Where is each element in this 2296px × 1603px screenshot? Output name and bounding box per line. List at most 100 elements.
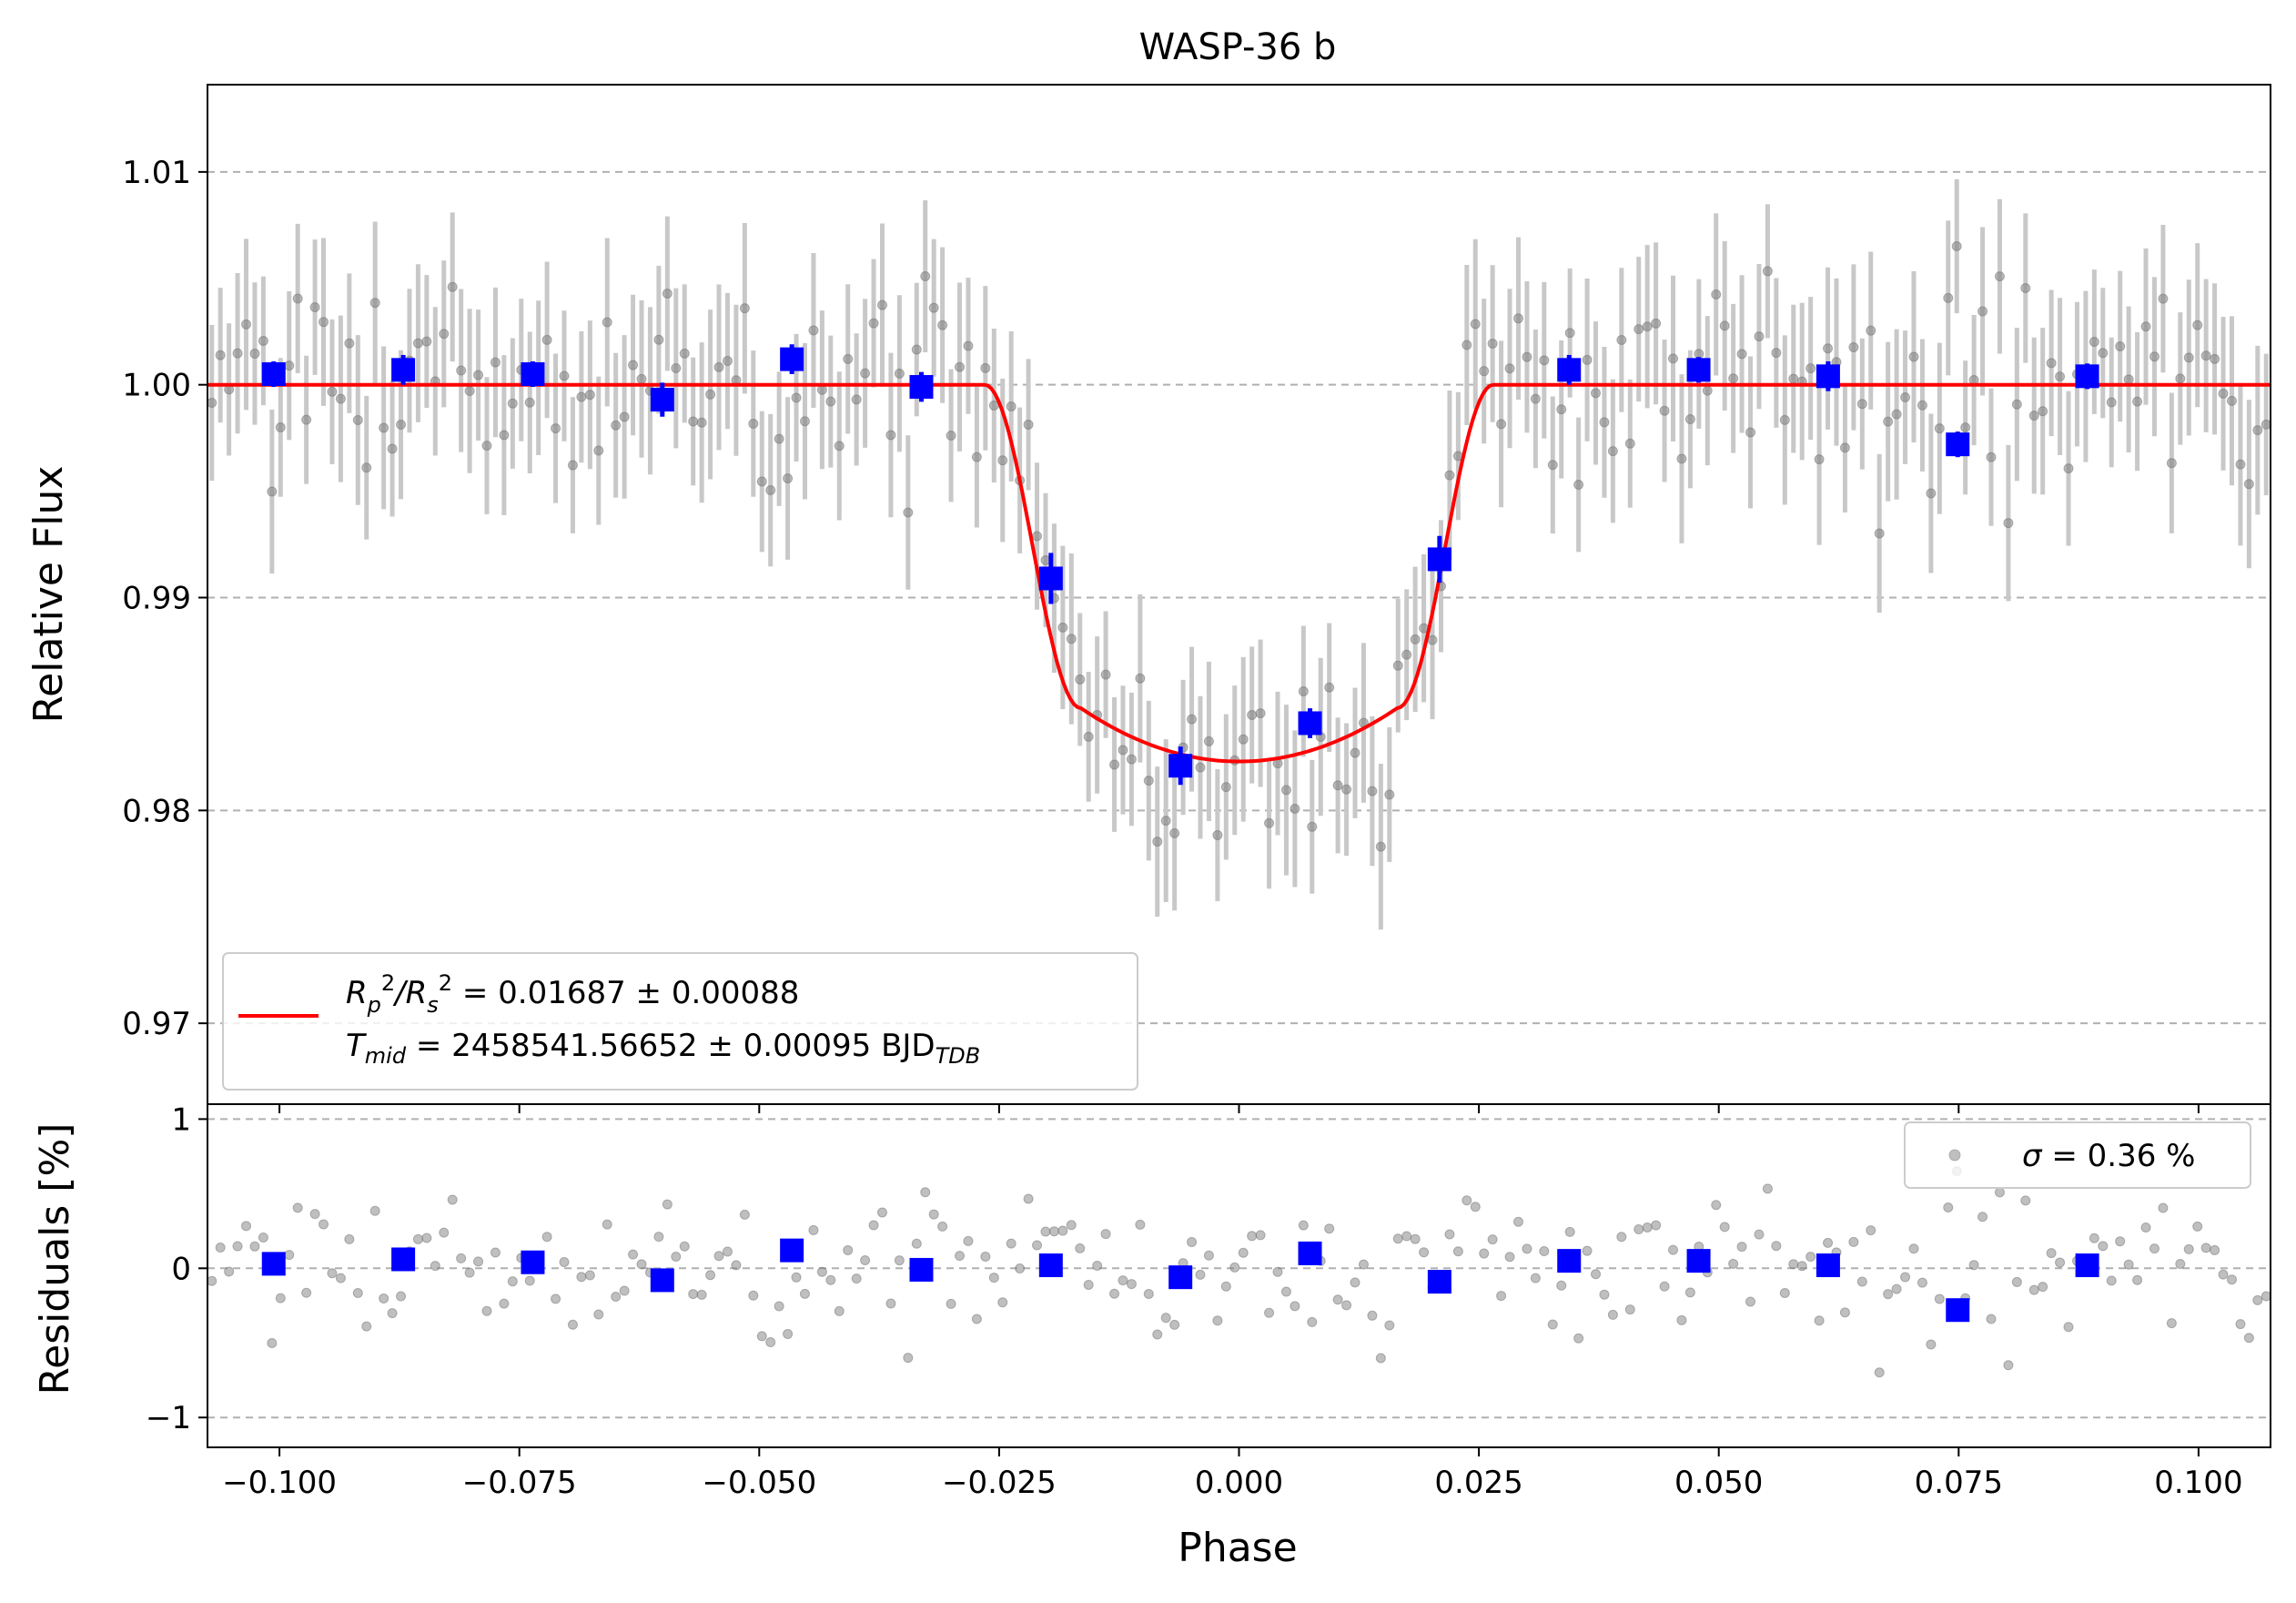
raw-point [808, 325, 819, 336]
raw-point [2192, 320, 2203, 330]
residual-point [1856, 1276, 1867, 1287]
raw-point [860, 368, 871, 379]
xtick-label: −0.050 [702, 1465, 816, 1501]
residual-point [2200, 1243, 2211, 1253]
raw-point [593, 445, 604, 456]
residual-point [1452, 1246, 1463, 1257]
raw-point [1307, 821, 1318, 832]
residual-point [541, 1232, 552, 1243]
residual-point [1556, 1280, 1567, 1291]
bottom-panel: −101 Residuals [%] −0.100 −0.075 −0.050 −0.… [32, 1101, 2271, 1571]
residual-point [1401, 1231, 1412, 1242]
top-raw-points [207, 178, 2271, 930]
raw-point [369, 298, 380, 309]
residual-point [1934, 1294, 1945, 1304]
residual-point [765, 1337, 776, 1348]
raw-point [2175, 373, 2186, 384]
raw-point [1599, 417, 1610, 428]
raw-point [1856, 399, 1867, 410]
residual-point [241, 1221, 252, 1232]
legend-residual-swatch [1948, 1149, 1961, 1162]
residual-point [284, 1250, 295, 1261]
residual-point [2089, 1233, 2099, 1243]
raw-point [1143, 776, 1154, 786]
residual-point [1075, 1243, 1086, 1253]
residual-point [1504, 1252, 1515, 1263]
residual-point [1367, 1310, 1378, 1321]
residual-point [1943, 1202, 1954, 1213]
raw-point [1512, 313, 1523, 324]
residual-point [2003, 1360, 2014, 1371]
raw-point [439, 329, 450, 340]
raw-point [1118, 745, 1128, 756]
raw-point [507, 398, 518, 409]
residual-point [1779, 1287, 1790, 1298]
binned-residual [909, 1257, 934, 1282]
residual-point [696, 1289, 707, 1300]
residual-point [2243, 1333, 2254, 1344]
raw-point [1479, 366, 1490, 377]
raw-point [2210, 353, 2220, 364]
residual-point [774, 1301, 784, 1312]
residual-point [567, 1319, 578, 1330]
residual-point [756, 1331, 767, 1342]
residual-point [1255, 1230, 1266, 1241]
residual-point [361, 1321, 372, 1332]
raw-point [671, 362, 682, 373]
raw-point [327, 386, 338, 397]
xtick-label: 0.075 [1915, 1465, 2003, 1501]
residual-point [2192, 1221, 2203, 1232]
raw-point [1083, 731, 1094, 742]
residual-point [955, 1251, 966, 1262]
raw-point [679, 348, 690, 359]
raw-point [739, 303, 750, 314]
residual-point [705, 1270, 716, 1281]
residual-point [584, 1270, 595, 1281]
raw-point [946, 430, 956, 441]
binned-residual [391, 1247, 416, 1272]
residual-point [576, 1272, 587, 1283]
raw-point [2132, 396, 2143, 407]
raw-point [456, 365, 467, 376]
residual-point [1324, 1223, 1335, 1234]
top-ytick-label: 0.97 [122, 1006, 191, 1042]
raw-point [241, 319, 252, 330]
raw-point [1616, 334, 1627, 345]
raw-point [249, 348, 260, 359]
bottom-ytick-label: 0 [171, 1251, 191, 1287]
residual-point [1220, 1281, 1231, 1292]
top-model [207, 382, 2271, 764]
residual-point [215, 1243, 226, 1253]
raw-point [1247, 710, 1258, 721]
raw-point [1109, 759, 1120, 770]
raw-point [1126, 754, 1137, 765]
residual-point [412, 1233, 423, 1244]
residual-point [1487, 1234, 1498, 1245]
residual-point [2235, 1319, 2246, 1330]
raw-point [2140, 321, 2151, 332]
residual-point [309, 1209, 320, 1220]
top-panel: 0.97 0.98 0.99 1.00 1.01 Relative Flux Rp2/R… [25, 84, 2271, 1105]
residual-point [1624, 1304, 1635, 1315]
raw-point [2183, 352, 2194, 363]
raw-point [2098, 348, 2109, 359]
residual-point [2046, 1248, 2057, 1259]
residual-point [1994, 1187, 2005, 1198]
residual-point [2166, 1318, 2177, 1329]
residual-point [963, 1235, 974, 1246]
raw-point [1066, 634, 1077, 644]
residual-point [551, 1294, 561, 1304]
raw-point [1427, 634, 1438, 645]
residual-point [1547, 1319, 1558, 1330]
residual-point [1839, 1307, 1850, 1318]
residual-point [713, 1251, 724, 1262]
raw-point [292, 293, 303, 304]
raw-point [903, 507, 914, 518]
legend-line2-sub: mid [365, 1043, 407, 1069]
raw-point [619, 411, 630, 422]
residual-point [1092, 1261, 1103, 1272]
raw-point [309, 302, 320, 313]
raw-point [1539, 355, 1550, 366]
residual-point [602, 1219, 612, 1230]
raw-point [774, 433, 784, 444]
